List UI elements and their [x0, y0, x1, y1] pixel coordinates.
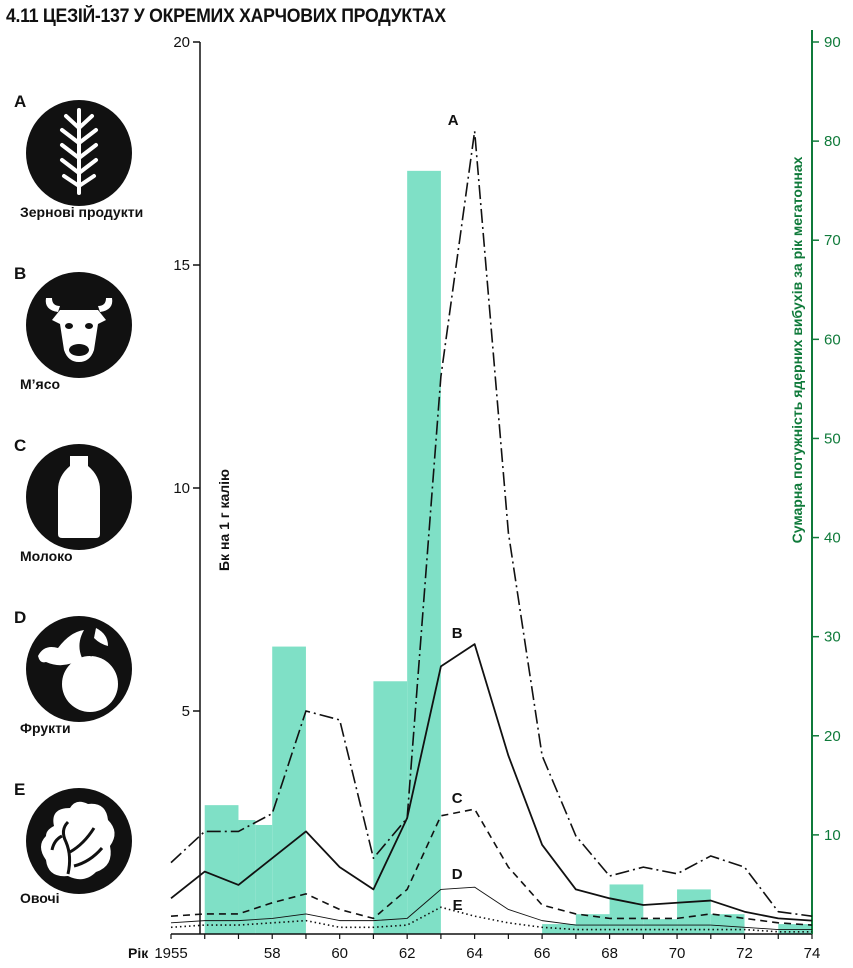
- legend-item-c: C Молоко: [0, 436, 200, 576]
- legend-label-a: Зернові продукти: [20, 204, 144, 220]
- x-tick-label: 58: [264, 945, 281, 962]
- fallout-bar: [542, 924, 576, 934]
- fallout-bar: [238, 820, 256, 934]
- y-tick-label: 10: [173, 480, 190, 497]
- x-tick-label: 68: [601, 945, 618, 962]
- legend-item-d: D Фрукти: [0, 608, 200, 748]
- legend-label-b: М’ясо: [20, 376, 61, 392]
- x-tick-label: 60: [331, 945, 348, 962]
- y-tick-label: 20: [173, 34, 190, 51]
- series-line-a: [170, 130, 813, 917]
- x-tick-label: 64: [466, 945, 483, 962]
- y2-tick-label: 80: [824, 133, 841, 150]
- x-tick-label: 1955: [154, 945, 187, 962]
- fallout-bars: [204, 170, 812, 934]
- series-line-c: [170, 808, 813, 926]
- chart-title: 4.11 ЦЕЗІЙ-137 У ОКРЕМИХ ХАРЧОВИХ ПРОДУК…: [6, 6, 446, 27]
- fallout-bar: [373, 681, 408, 934]
- fallout-bar: [643, 919, 678, 934]
- fallout-bar: [677, 889, 711, 934]
- y2-axis-title: Сумарна потужність ядерних вибухів за рі…: [789, 156, 805, 543]
- fallout-bar: [575, 914, 610, 934]
- fallout-bar: [778, 924, 812, 934]
- legend-item-e: E Овочі: [0, 780, 200, 920]
- y2-tick-label: 60: [824, 331, 841, 348]
- y2-tick-label: 40: [824, 530, 841, 547]
- series-line-b: [170, 643, 813, 922]
- fallout-bar: [255, 824, 273, 934]
- y2-tick-label: 50: [824, 430, 841, 447]
- legend-letter-b: B: [14, 264, 27, 283]
- x-tick-label: 62: [399, 945, 416, 962]
- y-tick-label: 15: [173, 257, 190, 274]
- legend-letter-d: D: [14, 608, 27, 627]
- series-line-d: [170, 886, 812, 930]
- x-tick-label: 72: [736, 945, 753, 962]
- x-tick-label: 74: [804, 945, 821, 962]
- series-label-c: C: [452, 790, 463, 807]
- series-label-a: A: [448, 112, 459, 129]
- y-axis-title: Бк на 1 г калію: [216, 469, 232, 571]
- y2-tick-label: 20: [824, 728, 841, 745]
- legend-letter-a: A: [14, 92, 27, 111]
- legend-label-d: Фрукти: [20, 720, 71, 736]
- cow-head-icon: [26, 272, 132, 378]
- vegetable-icon: [26, 788, 132, 894]
- y2-tick-label: 30: [824, 629, 841, 646]
- fruit-icon: [26, 616, 132, 722]
- series-label-d: D: [452, 866, 463, 883]
- fallout-bar: [609, 884, 644, 934]
- y2-tick-label: 90: [824, 34, 841, 51]
- fallout-bar: [204, 805, 239, 934]
- legend-item-b: B М’ясо: [0, 264, 200, 404]
- fallout-bar: [407, 170, 441, 934]
- legend-letter-c: C: [14, 436, 27, 455]
- legend-letter-e: E: [14, 780, 26, 799]
- y-tick-label: 5: [182, 703, 190, 720]
- legend-label-e: Овочі: [20, 890, 60, 906]
- legend-label-c: Молоко: [20, 548, 73, 564]
- x-tick-label: 70: [669, 945, 686, 962]
- y2-tick-label: 10: [824, 827, 841, 844]
- x-axis-title: Рік: [128, 945, 149, 961]
- legend-item-a: A Зернові продукти: [0, 92, 200, 232]
- fallout-bar: [272, 646, 306, 934]
- y2-tick-label: 70: [824, 232, 841, 249]
- x-tick-label: 66: [534, 945, 551, 962]
- series-label-e: E: [453, 897, 463, 914]
- series-labels: A B C DE: [448, 112, 463, 914]
- wheat-icon: [26, 100, 132, 206]
- milk-bottle-icon: [26, 444, 132, 550]
- axes: 5 10 15 20 10 20 30 40 50 60 70 80 90 1955 58 60 62 64 66 6…: [128, 30, 841, 962]
- series-lines: [170, 130, 813, 933]
- series-label-b: B: [452, 625, 463, 642]
